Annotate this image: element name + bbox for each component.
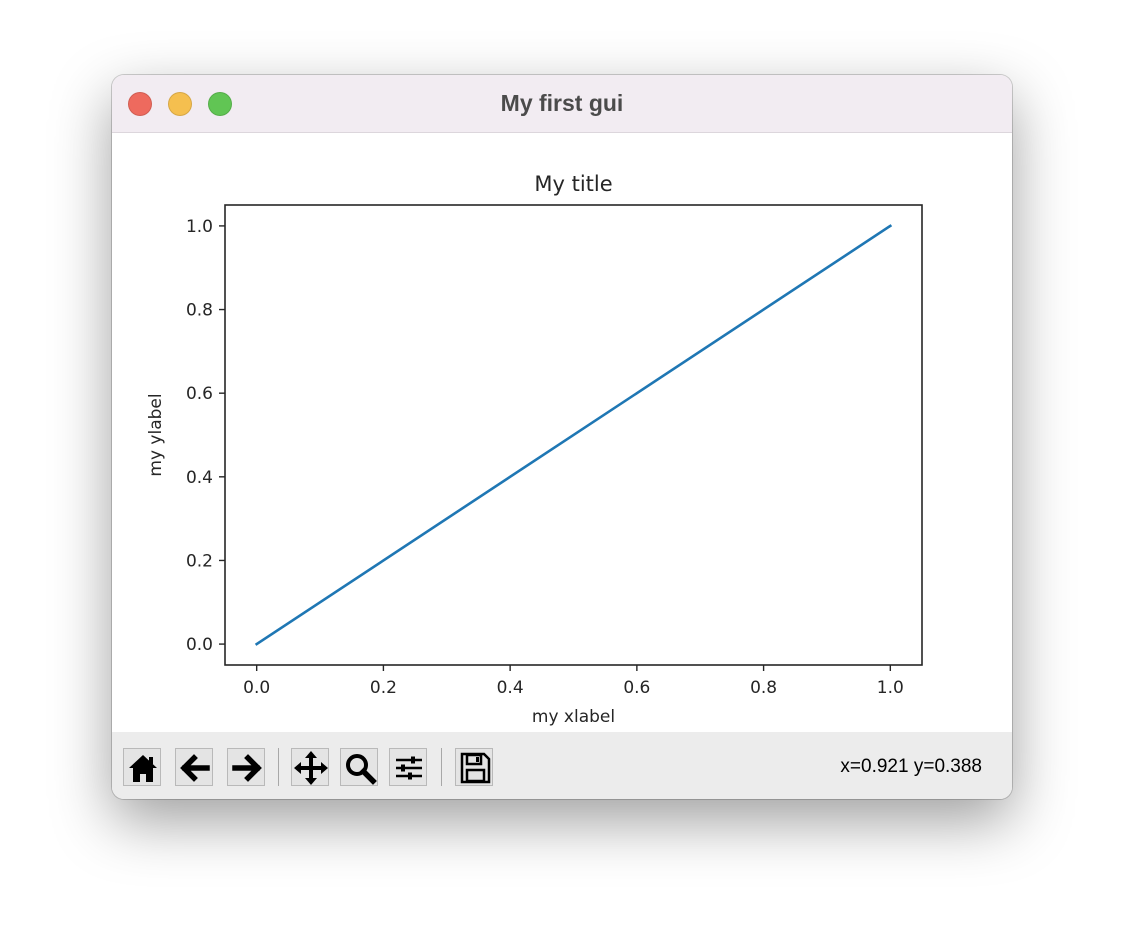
close-window-button[interactable]	[128, 92, 152, 116]
sliders-icon	[396, 756, 422, 780]
configure-subplots-button[interactable]	[389, 748, 427, 786]
x-tick-label: 0.8	[750, 678, 777, 698]
y-tick-label: 0.4	[186, 468, 213, 488]
home-button[interactable]	[123, 748, 161, 786]
cursor-coordinates: x=0.921 y=0.388	[840, 756, 982, 777]
x-tick-label: 0.0	[243, 678, 270, 698]
title-bar[interactable]: My first gui	[112, 75, 1012, 133]
chart-title: My title	[534, 172, 612, 196]
y-tick-label: 1.0	[186, 217, 213, 237]
y-tick-label: 0.8	[186, 301, 213, 321]
floppy-disk-icon	[460, 752, 491, 784]
pan-button[interactable]	[291, 748, 329, 786]
forward-button[interactable]	[227, 748, 265, 786]
save-button[interactable]	[455, 748, 493, 786]
y-tick-label: 0.0	[186, 635, 213, 655]
figure-canvas[interactable]: My title 0.0 0.2 0.4 0.6 0.8 1.0 0.0 0.2 0.4 0.6 0.…	[112, 133, 1012, 732]
arrow-left-icon	[180, 754, 210, 782]
toolbar-separator	[278, 748, 279, 786]
x-axis-label: my xlabel	[532, 707, 615, 727]
arrow-right-icon	[232, 754, 262, 782]
app-window: My first gui My title 0.0 0.2 0.4 0.6 0.8 1.0 0…	[112, 75, 1012, 799]
home-icon	[129, 755, 157, 782]
back-button[interactable]	[175, 748, 213, 786]
y-tick-label: 0.6	[186, 384, 213, 404]
x-tick-label: 1.0	[877, 678, 904, 698]
move-icon	[294, 751, 328, 785]
minimize-window-button[interactable]	[168, 92, 192, 116]
maximize-window-button[interactable]	[208, 92, 232, 116]
series-line	[254, 224, 893, 646]
y-tick-label: 0.2	[186, 551, 213, 571]
plot-frame	[224, 204, 923, 666]
zoom-button[interactable]	[340, 748, 378, 786]
window-title: My first gui	[500, 90, 624, 116]
x-tick-label: 0.2	[370, 678, 397, 698]
x-tick-label: 0.4	[497, 678, 524, 698]
toolbar-separator	[441, 748, 442, 786]
line-chart[interactable]: My title 0.0 0.2 0.4 0.6 0.8 1.0 0.0 0.2 0.4 0.6 0.…	[112, 133, 1012, 732]
x-tick-label: 0.6	[623, 678, 650, 698]
y-axis-label: my ylabel	[146, 393, 166, 476]
magnifier-icon	[346, 754, 377, 785]
navigation-toolbar: x=0.921 y=0.388	[112, 732, 1012, 799]
